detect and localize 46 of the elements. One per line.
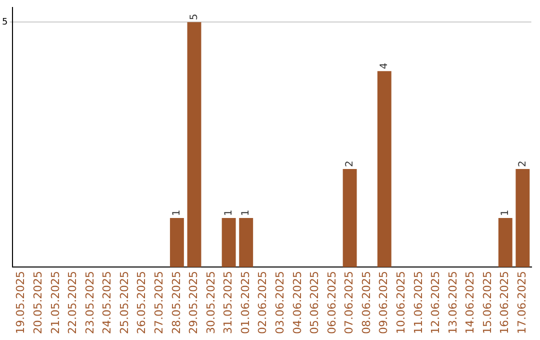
x-tick-label: 17.06.2025 [516,271,529,334]
data-label: 2 [517,160,528,168]
x-tick-label: 14.06.2025 [464,271,477,334]
x-tick-label: 30.05.2025 [204,271,218,334]
bar [498,218,512,268]
bar [222,218,236,268]
bar [239,218,254,268]
x-tick-label: 06.06.2025 [325,271,338,334]
bar [187,22,202,268]
x-tick-label: 11.06.2025 [412,271,425,334]
x-tick-label: 15.06.2025 [480,271,494,334]
bar [342,169,357,268]
x-tick-label: 31.05.2025 [222,271,235,334]
x-tick-label: 08.06.2025 [360,271,373,334]
x-tick-label: 28.05.2025 [170,271,183,334]
x-tick-label: 03.06.2025 [274,271,287,334]
x-tick-label: 26.05.2025 [135,271,148,334]
x-tick-label: 07.06.2025 [342,271,356,334]
x-tick-label: 01.06.2025 [238,271,252,334]
bar [170,218,184,268]
x-tick-label: 24.05.2025 [100,271,114,334]
data-label: 4 [378,62,390,70]
x-tick-label: 02.06.2025 [256,271,270,334]
x-tick-label: 29.05.2025 [187,271,200,334]
x-tick-label: 12.06.2025 [429,271,442,334]
data-label: 1 [223,210,234,216]
x-tick-label: 23.05.2025 [83,271,96,334]
x-tick-label: 19.05.2025 [14,271,28,334]
x-tick-label: 21.05.2025 [48,271,62,334]
x-tick-label: 05.06.2025 [308,271,322,334]
x-tick-label: 20.05.2025 [32,271,45,334]
x-tick-label: 10.06.2025 [394,271,408,334]
bar [377,71,392,268]
data-label: 1 [240,210,252,216]
data-label: 1 [500,210,511,216]
x-tick-label: 13.06.2025 [446,271,460,334]
x-tick-label: 22.05.2025 [66,271,80,334]
data-label: 1 [172,210,183,216]
data-label: 5 [188,14,200,20]
x-tick-label: 04.06.2025 [290,271,304,334]
x-tick-label: 27.05.2025 [152,271,166,334]
data-label: 2 [344,160,356,168]
x-tick-label: 25.05.2025 [118,271,131,334]
bar [516,169,530,268]
x-tick-label: 16.06.2025 [498,271,512,334]
x-tick-label: 09.06.2025 [377,271,390,334]
